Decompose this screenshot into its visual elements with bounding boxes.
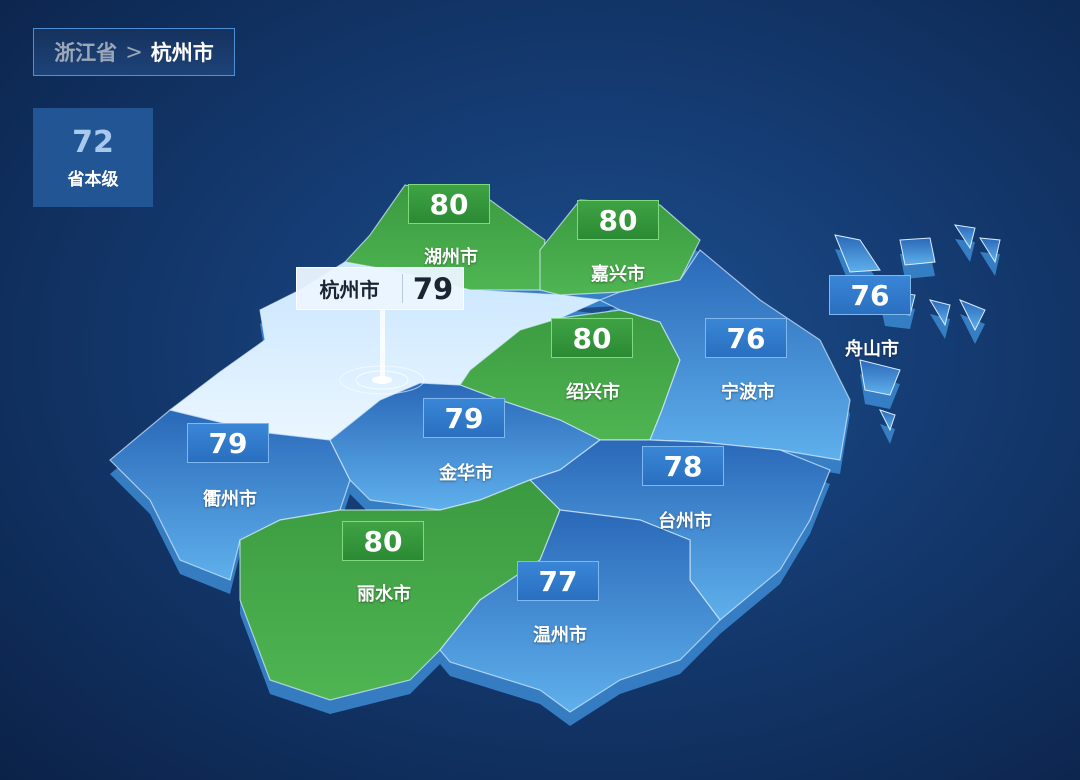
province-level-label: 省本级 bbox=[67, 170, 119, 190]
jiaxing-label: 嘉兴市 bbox=[591, 264, 645, 285]
region-zhoushan-island[interactable] bbox=[979, 237, 1001, 264]
wenzhou-score-badge[interactable]: 77 bbox=[517, 561, 599, 601]
huzhou-label: 湖州市 bbox=[424, 247, 478, 268]
hangzhou-selected-badge[interactable]: 杭州市 79 bbox=[296, 267, 464, 310]
jinhua-label: 金华市 bbox=[439, 463, 493, 484]
hangzhou-label: 杭州市 bbox=[297, 274, 403, 303]
jiaxing-score-badge[interactable]: 80 bbox=[577, 200, 659, 240]
region-wenzhou[interactable] bbox=[439, 509, 721, 713]
region-zhoushan-island[interactable] bbox=[953, 224, 976, 250]
taizhou-label: 台州市 bbox=[658, 511, 712, 532]
breadcrumb-separator: > bbox=[125, 40, 143, 64]
quzhou-label: 衢州市 bbox=[203, 489, 257, 510]
quzhou-score-badge[interactable]: 79 bbox=[187, 423, 269, 463]
zhoushan-score-badge[interactable]: 76 bbox=[829, 275, 911, 315]
region-zhoushan-island[interactable] bbox=[834, 234, 881, 273]
region-zhoushan-island[interactable] bbox=[928, 299, 951, 327]
region-zhoushan-island[interactable] bbox=[958, 299, 986, 332]
lishui-label: 丽水市 bbox=[357, 584, 411, 605]
breadcrumb-city: 杭州市 bbox=[150, 41, 214, 65]
zhoushan-label: 舟山市 bbox=[845, 339, 899, 360]
region-zhoushan-island[interactable] bbox=[859, 359, 901, 396]
huzhou-score-badge[interactable]: 80 bbox=[408, 184, 490, 224]
hangzhou-score: 79 bbox=[412, 271, 454, 306]
breadcrumb: 浙江省 > 杭州市 bbox=[33, 28, 235, 76]
province-level-card[interactable]: 72 省本级 bbox=[33, 108, 153, 207]
ningbo-label: 宁波市 bbox=[721, 382, 775, 403]
province-level-value: 72 bbox=[72, 125, 114, 160]
shaoxing-label: 绍兴市 bbox=[566, 382, 620, 403]
region-zhoushan-island[interactable] bbox=[899, 237, 936, 266]
jinhua-score-badge[interactable]: 79 bbox=[423, 398, 505, 438]
lishui-score-badge[interactable]: 80 bbox=[342, 521, 424, 561]
region-zhoushan-island[interactable] bbox=[879, 409, 896, 432]
breadcrumb-province[interactable]: 浙江省 bbox=[54, 41, 118, 65]
wenzhou-label: 温州市 bbox=[533, 625, 587, 646]
shaoxing-score-badge[interactable]: 80 bbox=[551, 318, 633, 358]
hangzhou-location-marker-icon bbox=[339, 308, 425, 395]
taizhou-score-badge[interactable]: 78 bbox=[642, 446, 724, 486]
ningbo-score-badge[interactable]: 76 bbox=[705, 318, 787, 358]
